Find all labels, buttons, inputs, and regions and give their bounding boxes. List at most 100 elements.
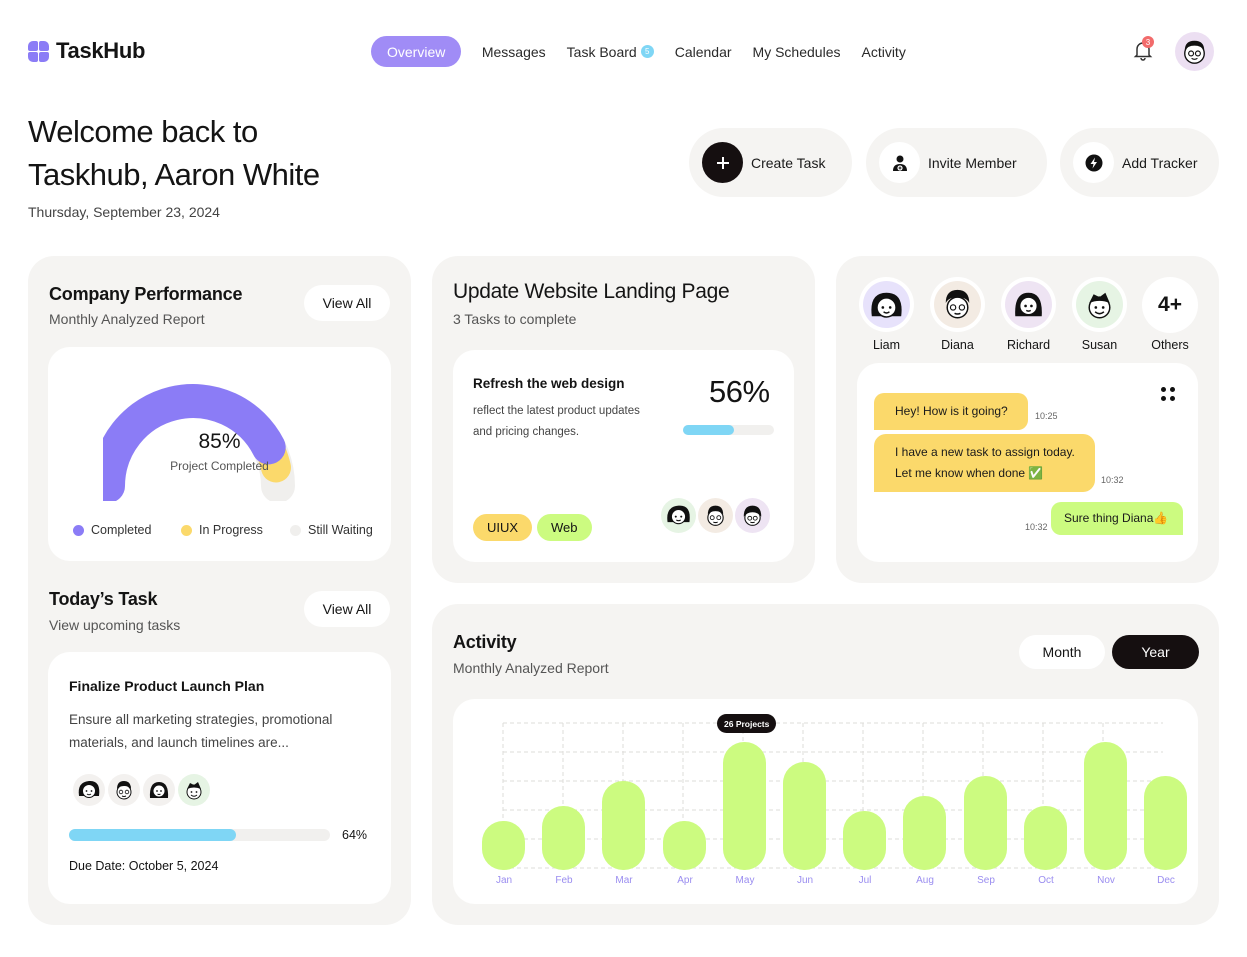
x-tick-label: Jul	[858, 875, 872, 886]
nav-my-schedules[interactable]: My Schedules	[742, 36, 851, 67]
bar-sep[interactable]	[964, 776, 1007, 870]
assignee-avatar[interactable]	[698, 498, 733, 533]
today-due-date: Due Date: October 5, 2024	[69, 859, 219, 873]
message-line: Let me know when done ✅	[895, 466, 1044, 480]
toggle-month[interactable]: Month	[1019, 635, 1105, 669]
x-tick-label: Apr	[677, 875, 693, 886]
assignee-avatar[interactable]	[108, 774, 140, 806]
nav-label: Activity	[861, 43, 906, 60]
nav-label: Messages	[481, 43, 546, 60]
person-face-icon	[743, 505, 762, 526]
chat-members-row: Liam Diana Richard Susan 4+ Others	[836, 256, 1219, 366]
legend-label: Completed	[91, 523, 152, 537]
message-line: I have a new task to assign today.	[895, 445, 1075, 459]
nav-calendar[interactable]: Calendar	[664, 36, 742, 67]
completed-dot	[73, 524, 84, 536]
today-task-card[interactable]: Finalize Product Launch Plan Ensure all …	[48, 652, 391, 904]
brand-logo[interactable]: TaskHub	[28, 38, 145, 64]
bar-aug[interactable]	[903, 796, 946, 870]
performance-gauge-panel: 85% Project Completed Completed In Progr…	[48, 347, 391, 561]
assignee-avatar[interactable]	[661, 498, 696, 533]
toggle-year[interactable]: Year	[1112, 635, 1199, 669]
create-task-button[interactable]: Create Task	[689, 128, 852, 197]
chat-thread: Hey! How is it going? 10:25 I have a new…	[857, 363, 1198, 562]
bar-jul[interactable]	[843, 811, 886, 870]
activity-title: Activity	[453, 632, 517, 652]
x-tick-label: Jan	[495, 875, 513, 886]
today-progress-percent: 64%	[342, 828, 368, 842]
nav-overview[interactable]: Overview	[371, 36, 462, 67]
performance-gauge	[103, 384, 295, 501]
member-name: Liam	[872, 338, 901, 352]
landing-assignees	[661, 498, 770, 533]
bar-mar[interactable]	[602, 781, 645, 870]
legend-label: In Progress	[199, 523, 263, 537]
member-richard[interactable]: Richard	[1001, 277, 1056, 352]
x-tick-label: Dec	[1157, 875, 1175, 886]
person-face-icon	[871, 292, 902, 318]
gauge-caption: Project Completed	[170, 459, 269, 473]
bar-may[interactable]	[723, 742, 766, 870]
member-name: Richard	[1006, 338, 1051, 352]
legend-still-waiting: Still Waiting	[290, 523, 373, 537]
description-line: and pricing changes.	[473, 426, 580, 438]
performance-subtitle: Monthly Analyzed Report	[49, 311, 205, 327]
current-date: Thursday, September 23, 2024	[28, 204, 220, 220]
person-face-icon	[945, 289, 970, 319]
person-face-icon	[1015, 292, 1042, 317]
bar-dec[interactable]	[1144, 776, 1187, 870]
bar-apr[interactable]	[663, 821, 706, 870]
bar-feb[interactable]	[542, 806, 585, 870]
add-tracker-label: Add Tracker	[1122, 154, 1198, 171]
member-avatar	[1001, 277, 1056, 332]
plus-icon	[702, 142, 743, 183]
bar-jan[interactable]	[482, 821, 525, 870]
landing-percent: 56%	[709, 374, 770, 409]
person-face-icon	[149, 782, 169, 798]
x-tick-label: May	[735, 875, 755, 886]
add-tracker-button[interactable]: Add Tracker	[1060, 128, 1219, 197]
nav-activity[interactable]: Activity	[851, 36, 916, 67]
performance-view-all-button[interactable]: View All	[304, 285, 390, 321]
landing-subtitle: 3 Tasks to complete	[453, 311, 577, 327]
left-column-card: Company Performance Monthly Analyzed Rep…	[28, 256, 411, 925]
member-susan[interactable]: Susan	[1072, 277, 1127, 352]
description-line: Ensure all marketing strategies, promoti…	[69, 712, 333, 727]
chat-message: Hey! How is it going?	[874, 393, 1028, 430]
chat-message: I have a new task to assign today. Let m…	[874, 434, 1095, 492]
member-others[interactable]: 4+ Others	[1142, 277, 1198, 352]
welcome-line-2: Taskhub, Aaron White	[28, 157, 320, 192]
bar-jun[interactable]	[783, 762, 826, 870]
x-tick-label: Jun	[796, 875, 814, 886]
landing-progress-track	[683, 425, 774, 435]
activity-card: Activity Monthly Analyzed Report Month Y…	[432, 604, 1219, 925]
member-diana[interactable]: Diana	[930, 277, 985, 352]
member-avatar	[859, 277, 914, 332]
create-task-label: Create Task	[751, 154, 826, 171]
activity-bars	[453, 699, 1198, 904]
nav-task-board[interactable]: Task Board 5	[556, 36, 664, 67]
nav-label: My Schedules	[752, 43, 841, 60]
notification-button[interactable]: 3	[1131, 36, 1155, 62]
member-liam[interactable]: Liam	[859, 277, 914, 352]
member-name: Susan	[1081, 338, 1118, 352]
bar-nov[interactable]	[1084, 742, 1127, 870]
person-face-icon	[116, 781, 132, 800]
chart-tooltip: 26 Projects	[717, 714, 777, 733]
tag-web[interactable]: Web	[537, 514, 592, 541]
tag-uiux[interactable]: UIUX	[473, 514, 533, 541]
assignee-avatar[interactable]	[735, 498, 770, 533]
member-avatar	[1072, 277, 1127, 332]
in-progress-dot	[181, 524, 192, 536]
nav-messages[interactable]: Messages	[471, 36, 556, 67]
user-face-icon	[1184, 40, 1205, 64]
invite-member-button[interactable]: Invite Member	[866, 128, 1047, 197]
user-avatar[interactable]	[1175, 32, 1214, 71]
bar-oct[interactable]	[1024, 806, 1067, 870]
assignee-avatar[interactable]	[143, 774, 175, 806]
assignee-avatar[interactable]	[73, 774, 105, 806]
landing-task-card[interactable]: Refresh the web design reflect the lates…	[453, 350, 794, 562]
assignee-avatar[interactable]	[178, 774, 210, 806]
more-options-icon[interactable]	[1160, 386, 1176, 402]
today-view-all-button[interactable]: View All	[304, 591, 390, 627]
